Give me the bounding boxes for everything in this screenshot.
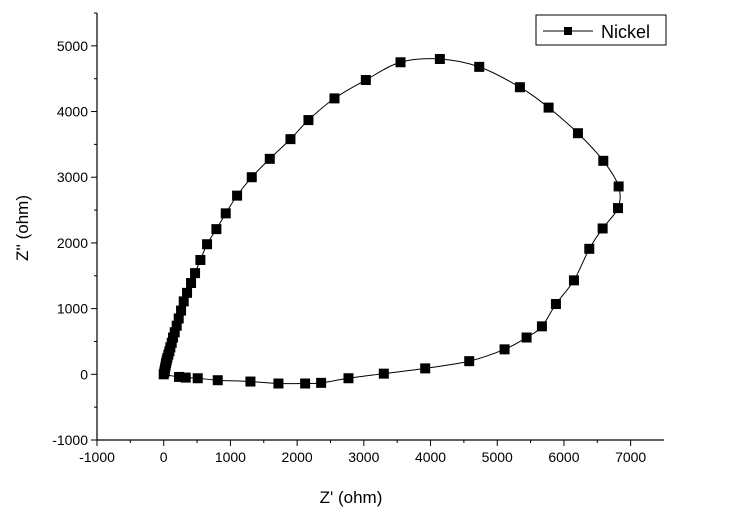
series-points-group (158, 53, 624, 389)
x-tick-label: 6000 (548, 449, 579, 465)
data-point (536, 321, 547, 332)
data-point (378, 368, 389, 379)
legend-label: Nickel (601, 22, 650, 42)
plot-frame (96, 13, 664, 441)
data-point (360, 75, 371, 86)
y-tick-label: 2000 (57, 235, 88, 251)
data-point (329, 93, 340, 104)
y-tick-label: 3000 (57, 169, 88, 185)
data-point (285, 134, 296, 145)
data-point (550, 299, 561, 310)
x-tick-label: 2000 (282, 449, 313, 465)
legend: Nickel (535, 14, 667, 46)
data-point (474, 61, 485, 72)
data-point (420, 363, 431, 374)
y-tick-label: -1000 (52, 432, 88, 448)
data-point (195, 255, 206, 266)
data-point (300, 378, 311, 389)
data-point (584, 243, 595, 254)
data-point (612, 203, 623, 214)
legend-box (535, 14, 667, 46)
x-tick-label: -1000 (79, 449, 115, 465)
y-axis-ticks: -1000 0 1000 2000 3000 4000 5000 (52, 12, 97, 448)
data-point (178, 296, 189, 307)
y-tick-label: 5000 (57, 38, 88, 54)
data-point (395, 57, 406, 68)
x-axis-ticks: -1000 0 1000 2000 3000 4000 5000 6000 7000 (79, 440, 646, 465)
data-point (192, 373, 203, 384)
y-tick-label: 1000 (57, 301, 88, 317)
data-point (168, 332, 179, 343)
x-tick-label: 3000 (348, 449, 379, 465)
data-point (220, 208, 231, 219)
data-point (171, 320, 182, 331)
data-point (521, 332, 532, 343)
data-point (613, 181, 624, 192)
data-point (499, 344, 510, 355)
data-point (568, 275, 579, 286)
data-point (173, 313, 184, 324)
x-tick-label: 5000 (482, 449, 513, 465)
data-point (211, 224, 222, 235)
data-point (202, 239, 213, 250)
x-axis-title: Z' (ohm) (320, 488, 383, 507)
x-tick-label: 4000 (415, 449, 446, 465)
data-point (464, 356, 475, 367)
data-point (245, 376, 256, 387)
data-point (514, 82, 525, 93)
data-point (166, 337, 177, 348)
data-point (597, 223, 608, 234)
y-tick-label: 4000 (57, 104, 88, 120)
data-point (246, 172, 257, 183)
data-point (434, 53, 445, 64)
data-point (182, 287, 193, 298)
x-tick-label: 1000 (215, 449, 246, 465)
data-point (273, 378, 284, 389)
data-point (316, 377, 327, 388)
data-point (176, 305, 187, 316)
legend-marker-icon (564, 27, 572, 35)
data-point (303, 115, 314, 126)
data-point (174, 371, 185, 382)
data-point (180, 372, 191, 383)
data-point (572, 128, 583, 139)
data-point (169, 327, 180, 338)
data-point (264, 153, 275, 164)
data-point (598, 155, 609, 166)
data-point (232, 190, 243, 201)
data-point (343, 373, 354, 384)
x-tick-label: 7000 (615, 449, 646, 465)
data-point (186, 277, 197, 288)
data-point (212, 375, 223, 386)
data-point (543, 102, 554, 113)
x-tick-label: 0 (160, 449, 168, 465)
y-tick-label: 0 (80, 366, 88, 382)
y-axis-title: Z'' (ohm) (13, 195, 32, 261)
data-point (190, 268, 201, 279)
